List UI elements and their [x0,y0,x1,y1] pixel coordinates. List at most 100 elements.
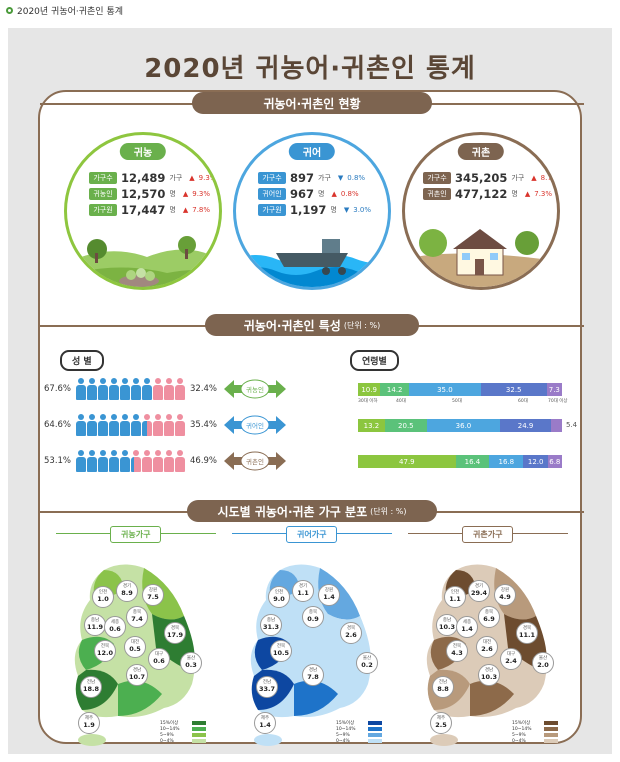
stat-tag: 귀농인 [89,188,117,200]
stat-unit: 가구 [169,174,183,182]
region-bubble: 대전 2.6 [476,636,498,658]
map-legend: 15%이상 10~14% 5~9% 0~4% [160,720,206,744]
legend-label: 10~14% [160,726,180,732]
person-icon [142,378,152,400]
male-percentage: 53.1% [44,456,72,466]
age-segment: 24.9 [500,419,551,432]
region-bubble: 전북 4.3 [446,640,468,662]
circle-title: 귀어 [288,143,336,160]
age-segment: 32.5 [480,383,547,396]
stat-unit: 가구 [511,174,525,182]
age-segment: 20.5 [384,419,427,432]
region-bubble: 충북 0.9 [302,606,324,628]
gender-label: 성 별 [60,350,104,371]
legend-label: 5~9% [336,732,350,738]
region-value: 9.0 [273,595,285,603]
region-name: 전북 [452,644,462,649]
change-up-icon: ▲ [182,206,189,214]
region-name: 대전 [482,640,492,645]
age-category-label: 60대 [518,399,528,404]
stat-value: 345,205 [455,171,508,185]
region-bubble: 강원 1.4 [318,584,340,606]
gender-pictogram [76,450,185,472]
person-icon [131,450,141,472]
region-name: 강원 [148,588,158,593]
change-down-icon: ▼ [343,206,350,214]
region-bubble: 제주 2.5 [430,712,452,734]
person-icon [142,450,152,472]
stat-unit: 명 [169,190,176,198]
region-value: 0.5 [129,645,141,653]
person-icon [98,450,108,472]
region-name: 대구 [506,652,516,657]
person-icon [120,378,130,400]
region-bubble: 경북 17.9 [164,622,186,644]
legend-swatch [368,721,382,725]
region-value: 1.0 [97,595,109,603]
badge-label: 귀촌인 [246,458,264,466]
double-arrow-icon [224,451,286,471]
region-name: 울산 [362,656,372,661]
region-name: 제주 [436,716,446,721]
section-title-traits: 귀농어·귀촌인 특성 (단위 : %) [205,314,419,336]
circle-fishing: 귀어 가구수 897 가구 ▼ 0.8% 귀어인 967 명 ▲ 0.8% 가구원 1,… [233,132,391,290]
age-segment: 35.0 [409,383,481,396]
stat-tag: 가구원 [258,204,286,216]
region-value: 4.3 [451,649,463,657]
female-percentage: 32.4% [190,384,218,394]
legend-label: 15%이상 [336,721,355,726]
region-value: 0.2 [361,661,373,669]
legend-label: 15%이상 [512,721,531,726]
region-name: 대전 [130,640,140,645]
region-name: 대구 [154,652,164,657]
gender-pictogram [76,414,185,436]
region-name: 제주 [260,716,270,721]
map-legend: 15%이상 10~14% 5~9% 0~4% [512,720,558,744]
legend-item: 5~9% [512,732,558,738]
stat-change: 8.7% [540,174,559,182]
region-value: 2.5 [435,721,447,729]
person-icon [131,414,141,436]
person-icon [164,414,174,436]
age-segment: 36.0 [426,419,501,432]
legend-swatch [544,733,558,737]
circle-farming: 귀농 가구수 12,489 가구 ▲ 9.3% 귀농인 12,570 명 ▲ 9.3% … [64,132,222,290]
legend-swatch [544,727,558,731]
person-icon [109,378,119,400]
region-name: 충남 [266,618,276,623]
region-bubble: 충남 10.3 [436,614,458,636]
person-icon [175,450,185,472]
breadcrumb-label: 2020년 귀농어·귀촌인 통계 [17,7,124,17]
region-value: 12.0 [96,649,114,657]
region-value: 0.3 [185,661,197,669]
region-value: 31.3 [262,623,280,631]
male-percentage: 67.6% [44,384,72,394]
region-bubble: 경남 10.7 [126,664,148,686]
region-bubble: 대전 0.5 [124,636,146,658]
content-frame: 귀농어·귀촌인 현황 귀농 가구수 12,489 가구 ▲ 9.3% 귀농인 12,… [38,90,584,746]
region-value: 2.6 [345,631,357,639]
circle-title: 귀촌 [457,143,505,160]
category-badge: 귀어인 [224,414,286,436]
person-icon [109,414,119,436]
region-value: 29.4 [470,589,488,597]
house-illustration [405,229,557,287]
region-name: 경남 [484,668,494,673]
age-stacked-bar: 47.9 16.4 16.8 12.0 6.8 [358,455,562,468]
legend-item: 10~14% [160,726,206,732]
region-bubble: 전남 33.7 [256,676,278,698]
region-bubble: 제주 1.9 [78,712,100,734]
age-label: 연령별 [350,350,399,371]
legend-swatch [192,727,206,731]
stat-change: 9.3% [198,174,217,182]
circle-rural: 귀촌 가구수 345,205 가구 ▲ 8.7% 귀촌인 477,122 명 ▲ 7.3… [402,132,560,290]
region-value: 2.4 [505,657,517,665]
legend-swatch [544,739,558,743]
change-up-icon: ▲ [524,190,531,198]
legend-item: 15%이상 [336,720,382,726]
region-bubble: 강원 7.5 [142,584,164,606]
map-tag: 귀농가구 [110,526,162,543]
region-bubble: 충북 7.4 [126,606,148,628]
region-value: 1.1 [297,589,309,597]
legend-label: 5~9% [512,732,526,738]
